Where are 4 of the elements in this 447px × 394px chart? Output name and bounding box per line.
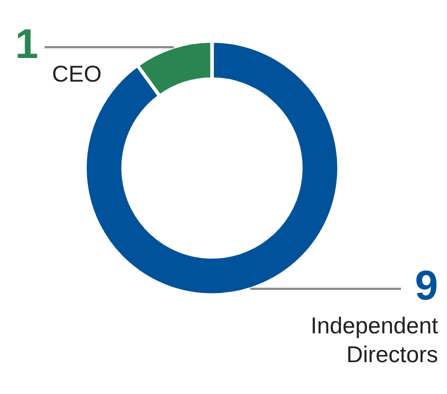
slice-label: Independent Directors: [312, 316, 438, 362]
data-label: 1: [18, 29, 38, 58]
slice-label: CEO: [53, 66, 101, 82]
data-label: 9: [416, 270, 437, 300]
